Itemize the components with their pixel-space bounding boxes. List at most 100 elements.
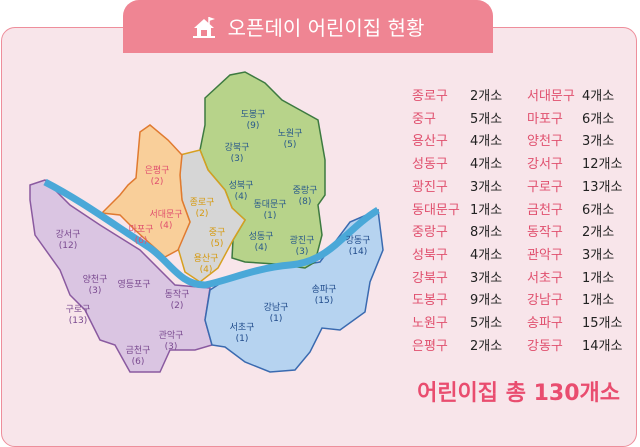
district-count: (3) [165, 342, 178, 352]
legend-district-count: 12개소 [582, 157, 623, 173]
legend-district-count: 2개소 [470, 89, 503, 104]
district-label: 광진구 [290, 234, 315, 246]
district-label: 강남구 [264, 302, 289, 313]
district-label: 구로구 [66, 304, 91, 315]
legend-district-name: 성동구 [412, 157, 448, 173]
legend-district-name: 도봉구 [412, 293, 448, 309]
district-labels: 도봉구(9)노원구(5)강북구(3)은평구(2) 성북구(4)중랑구(8)종로구(… [56, 109, 371, 367]
legend-district-name: 강북구 [412, 270, 448, 286]
district-label: 마포구 [129, 224, 154, 235]
district-count: (5) [284, 140, 297, 150]
district-count: (3) [296, 247, 309, 257]
district-label: 강동구 [346, 235, 371, 246]
legend-district-name: 양천구 [527, 134, 563, 150]
legend-district-count: 13개소 [582, 179, 623, 195]
district-label: 관악구 [159, 329, 184, 341]
total-count: 어린이집 총 130개소 [417, 381, 620, 406]
legend-district-count: 1개소 [470, 202, 503, 218]
legend-district-name: 중랑구 [412, 225, 448, 241]
legend-district-count: 4개소 [470, 157, 503, 173]
legend-district-count: 1개소 [582, 293, 615, 309]
district-label: 도봉구 [241, 109, 266, 120]
district-count: (1) [270, 314, 283, 324]
district-count: (3) [231, 154, 244, 164]
legend-district-count: 8개소 [470, 225, 503, 241]
legend-district-name: 강동구 [527, 338, 563, 354]
district-label: 성동구 [249, 231, 274, 242]
district-label: 동대문구 [253, 199, 286, 210]
district-count: (6) [132, 357, 145, 367]
legend-district-count: 3개소 [470, 270, 503, 286]
district-label: 서대문구 [149, 209, 182, 220]
district-label: 금천구 [126, 345, 151, 356]
legend-district-name: 금천구 [527, 202, 563, 218]
page-title: 오픈데이 어린이집 현황 [227, 16, 425, 40]
legend-district-name: 노원구 [412, 316, 448, 331]
region-purple [29, 179, 213, 373]
district-label: 서초구 [230, 322, 255, 333]
legend-district-count: 4개소 [470, 247, 503, 263]
district-count: (15) [315, 296, 333, 306]
district-count: (4) [200, 265, 213, 275]
legend-district-count: 1개소 [582, 270, 615, 286]
district-label: 강북구 [225, 142, 250, 153]
legend-district-name: 관악구 [527, 247, 563, 263]
district-count: (2) [151, 177, 164, 187]
district-count: (4) [160, 221, 173, 231]
legend-district-name: 중구 [412, 111, 436, 127]
legend-district-name: 서초구 [527, 270, 563, 286]
district-label: 송파구 [312, 284, 337, 295]
district-count: (3) [89, 286, 102, 296]
header-tab: 오픈데이 어린이집 현황 [123, 0, 493, 53]
district-count: (4) [255, 243, 268, 253]
legend-district-count: 4개소 [470, 134, 503, 150]
house-flag-icon [192, 16, 215, 38]
district-count: (1) [264, 211, 277, 221]
district-count: (2) [196, 209, 209, 219]
district-count: (6) [135, 236, 148, 246]
legend-district-count: 3개소 [470, 179, 503, 195]
district-label: 용산구 [194, 253, 219, 264]
legend-district-count: 15개소 [582, 316, 623, 331]
legend-district-name: 성북구 [412, 247, 448, 263]
legend-district-count: 5개소 [470, 316, 503, 331]
district-label: 강서구 [56, 229, 81, 240]
legend: 종로구 2개소 중구 5개소 용산구 4개소 성동구 4개소 광진구 3개소 동대문구 1개소 중랑구 8… [405, 85, 635, 365]
legend-district-count: 5개소 [470, 111, 503, 127]
district-label: 중랑구 [293, 184, 318, 196]
district-label: 노원구 [278, 128, 303, 139]
district-count: (8) [299, 197, 312, 207]
legend-district-name: 동대문구 [412, 202, 460, 218]
legend-district-name: 송파구 [527, 316, 563, 331]
han-river [43, 178, 380, 289]
district-label: 영등포구 [117, 279, 150, 290]
legend-district-name: 은평구 [412, 338, 448, 354]
legend-district-name: 용산구 [412, 134, 448, 150]
legend-district-count: 2개소 [470, 338, 503, 354]
district-count: (1) [236, 334, 249, 344]
legend-district-name: 강남구 [527, 293, 563, 309]
district-label: 성북구 [229, 180, 254, 191]
seoul-map: 도봉구(9)노원구(5)강북구(3)은평구(2) 성북구(4)중랑구(8)종로구(… [29, 71, 384, 373]
district-count: (12) [59, 241, 77, 251]
legend-district-name: 마포구 [527, 111, 563, 127]
legend-district-name: 구로구 [527, 179, 563, 195]
district-count: (2) [171, 301, 184, 311]
legend-district-count: 6개소 [582, 111, 615, 127]
legend-district-count: 3개소 [582, 247, 615, 263]
district-count: (14) [349, 247, 367, 257]
legend-district-count: 6개소 [582, 202, 615, 218]
legend-district-count: 2개소 [582, 225, 615, 241]
legend-district-count: 4개소 [582, 89, 615, 104]
region-blue [204, 208, 384, 373]
district-count: (5) [211, 239, 224, 249]
legend-district-name: 동작구 [527, 225, 563, 241]
district-label: 중구 [209, 227, 226, 238]
legend-district-count: 14개소 [582, 338, 623, 354]
district-label: 동작구 [165, 289, 190, 300]
legend-district-count: 9개소 [470, 293, 503, 309]
legend-district-count: 3개소 [582, 134, 615, 150]
district-label: 은평구 [145, 165, 170, 176]
district-count: (4) [235, 192, 248, 202]
district-label: 종로구 [190, 197, 215, 208]
